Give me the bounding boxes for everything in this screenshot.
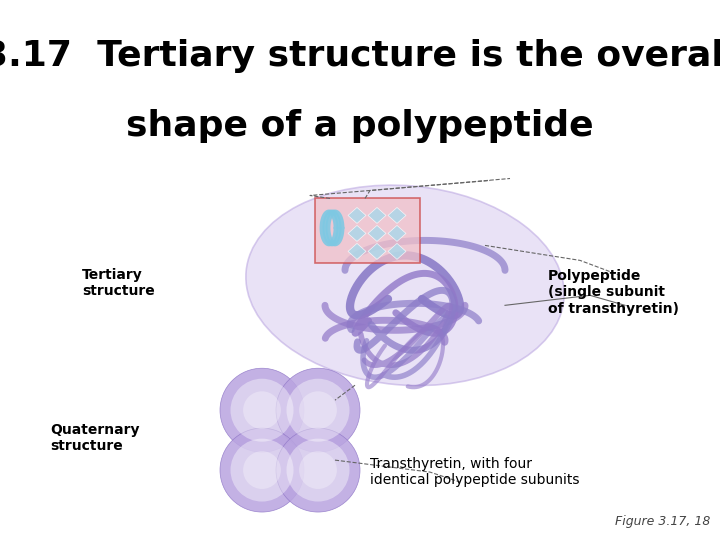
Circle shape <box>230 379 294 442</box>
Ellipse shape <box>246 185 564 386</box>
Circle shape <box>220 428 304 512</box>
Circle shape <box>220 368 304 452</box>
Circle shape <box>299 392 337 429</box>
Polygon shape <box>348 244 366 259</box>
Polygon shape <box>348 207 366 224</box>
Text: Figure 3.17, 18: Figure 3.17, 18 <box>615 515 710 528</box>
Polygon shape <box>388 244 406 259</box>
Bar <box>315 199 420 264</box>
Polygon shape <box>388 225 406 241</box>
Text: Polypeptide
(single subunit
of transthyretin): Polypeptide (single subunit of transthyr… <box>548 269 679 315</box>
Text: Transthyretin, with four
identical polypeptide subunits: Transthyretin, with four identical polyp… <box>370 457 580 487</box>
Polygon shape <box>368 207 386 224</box>
Text: 3.17  Tertiary structure is the overall: 3.17 Tertiary structure is the overall <box>0 39 720 73</box>
Polygon shape <box>388 207 406 224</box>
Polygon shape <box>368 244 386 259</box>
Text: Quaternary
structure: Quaternary structure <box>50 423 140 453</box>
Text: shape of a polypeptide: shape of a polypeptide <box>126 110 594 143</box>
Text: Tertiary
structure: Tertiary structure <box>82 268 155 299</box>
Circle shape <box>299 451 337 489</box>
Circle shape <box>276 368 360 452</box>
Circle shape <box>243 392 281 429</box>
Circle shape <box>243 451 281 489</box>
Circle shape <box>230 438 294 502</box>
Circle shape <box>276 428 360 512</box>
Polygon shape <box>368 225 386 241</box>
Circle shape <box>287 379 349 442</box>
Circle shape <box>287 438 349 502</box>
Polygon shape <box>348 225 366 241</box>
